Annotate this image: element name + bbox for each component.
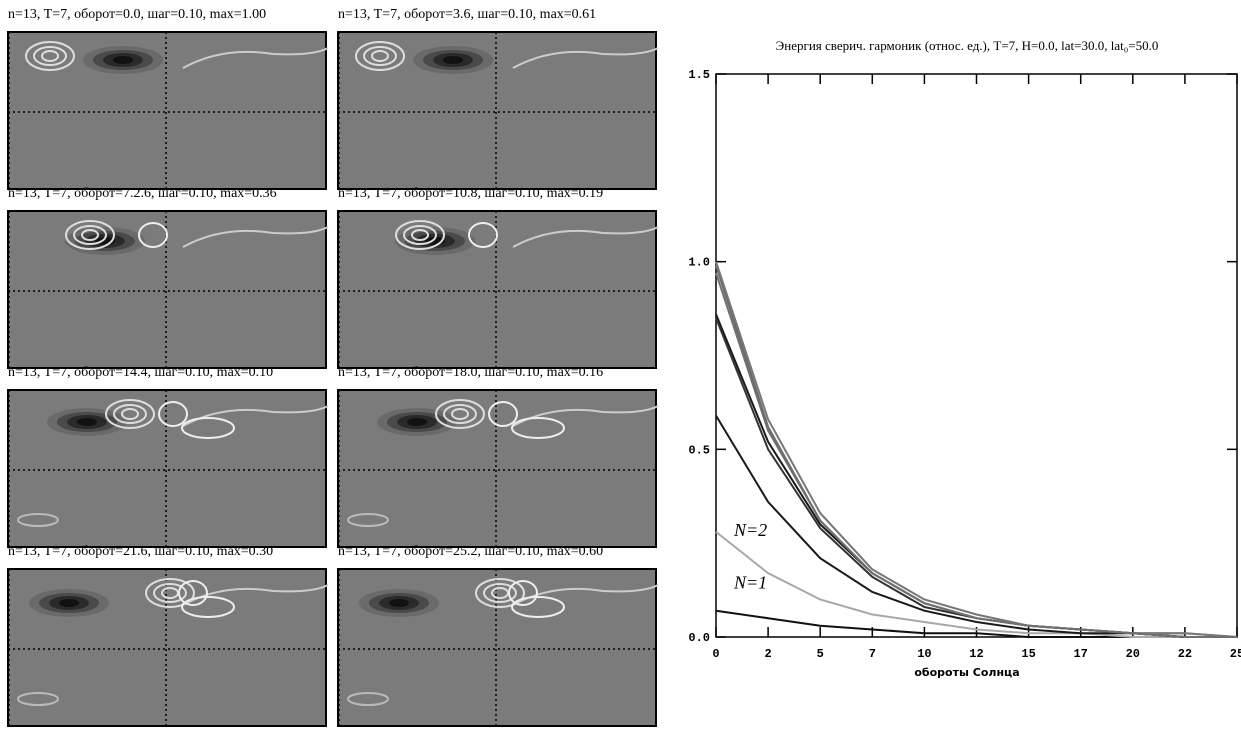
light-contour [511,417,565,439]
panel [337,210,659,369]
light-contour [451,408,469,420]
panel [7,568,329,727]
x-tick-label: 12 [969,647,983,661]
light-contour [512,226,659,248]
light-contour [182,47,329,69]
light-contour [511,596,565,618]
y-tick-label: 1.5 [688,68,710,82]
light-contour [33,46,67,66]
light-contour [153,583,187,603]
panel [7,210,329,369]
light-contour [182,226,329,248]
light-contour [178,580,208,606]
dark-contour [407,418,427,426]
dark-contour [389,599,409,607]
light-contour [182,584,329,606]
y-tick-label: 0.5 [688,443,710,457]
series-line [715,272,1237,638]
panel [337,31,659,190]
light-contour [81,229,99,241]
dark-contour [113,56,133,64]
series-line [715,265,1238,638]
panel [337,568,659,727]
panel-title: n=13, T=7, оборот=14.4, шаг=0.10, max=0.… [8,365,273,380]
light-contour [181,417,235,439]
x-tick-label: 5 [817,647,824,661]
light-contour [138,222,168,248]
chart-title: Энергия сверич. гармоник (относ. ед.), T… [776,38,1159,53]
dark-contour [59,599,79,607]
panel [7,389,329,548]
light-contour [363,46,397,66]
light-contour [443,404,477,424]
panel-title: n=13, T=7, оборот=18.0, шаг=0.10, max=0.… [338,365,603,380]
x-tick-label: 2 [764,647,771,661]
light-contour [483,583,517,603]
x-tick-label: 25 [1230,647,1241,661]
light-contour [158,401,188,427]
light-contour [113,404,147,424]
light-contour [17,513,59,527]
panel-bg [7,31,327,190]
light-contour [121,408,139,420]
series-label: N=2 [733,520,767,540]
light-contour [411,229,429,241]
light-contour [435,399,485,429]
light-contour [73,225,107,245]
light-contour [395,220,445,250]
x-axis-label: обороты Солнца [914,666,1019,679]
x-tick-label: 7 [869,647,876,661]
light-contour [105,399,155,429]
x-tick-label: 10 [917,647,931,661]
plot-frame [715,73,1238,638]
panel-title: n=13, T=7, оборот=3.6, шаг=0.10, max=0.6… [338,7,596,22]
panel-title: n=13, T=7, оборот=21.6, шаг=0.10, max=0.… [8,544,273,559]
x-tick-label: 15 [1021,647,1035,661]
series-line [715,415,1237,638]
light-contour [41,50,59,62]
x-tick-label: 17 [1073,647,1087,661]
light-contour [508,580,538,606]
series-line [715,261,1238,638]
light-contour [25,41,75,71]
light-contour [475,578,525,608]
series-label: N=1 [733,573,767,593]
light-contour [468,222,498,248]
panel-title: n=13, T=7, оборот=10.8, шаг=0.10, max=0.… [338,186,603,201]
panel [337,389,659,548]
panel-title: n=13, T=7, оборот=7.2.6, шаг=0.10, max=0… [8,186,277,201]
panel-title: n=13, T=7, оборот=25.2, шаг=0.10, max=0.… [338,544,603,559]
light-contour [181,596,235,618]
light-contour [512,584,659,606]
light-contour [371,50,389,62]
light-contour [488,401,518,427]
light-contour [17,692,59,706]
light-contour [347,692,389,706]
light-contour [182,405,329,427]
series-line [715,531,1237,638]
light-contour [355,41,405,71]
light-contour [347,513,389,527]
x-tick-label: 20 [1126,647,1140,661]
light-contour [512,405,659,427]
panel-title: n=13, T=7, оборот=0.0, шаг=0.10, max=1.0… [8,7,266,22]
light-contour [65,220,115,250]
y-tick-label: 0.0 [688,631,710,645]
x-tick-label: 0 [712,647,719,661]
panel [7,31,329,190]
light-contour [145,578,195,608]
panel-bg [337,31,657,190]
light-contour [403,225,437,245]
dark-contour [77,418,97,426]
x-tick-label: 22 [1178,647,1192,661]
light-contour [512,47,659,69]
dark-contour [443,56,463,64]
y-tick-label: 1.0 [688,256,710,270]
